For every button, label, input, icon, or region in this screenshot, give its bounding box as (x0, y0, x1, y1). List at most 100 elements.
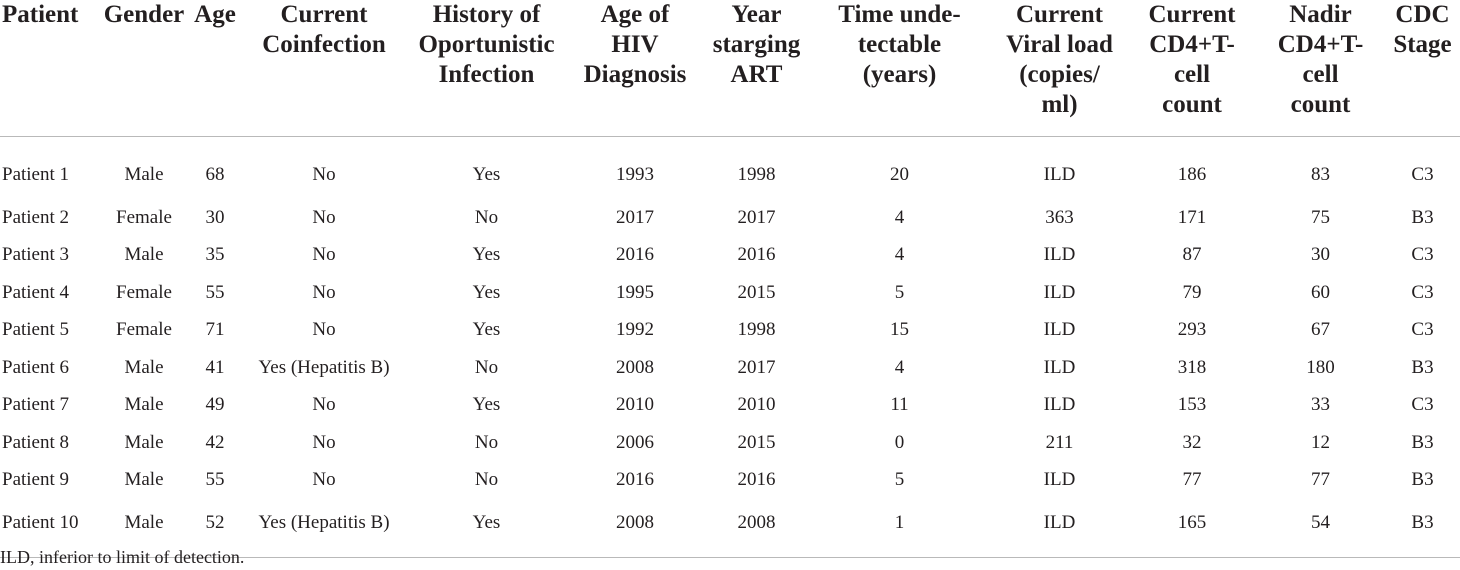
table-cell: ILD (1043, 512, 1076, 533)
table-cell: 30 (205, 206, 225, 228)
column-header-line: (copies/ (1019, 61, 1100, 88)
table-cell: Yes (Hepatitis B) (258, 512, 390, 533)
table-cell: C3 (1411, 281, 1434, 303)
table-cell: ILD (1043, 356, 1076, 378)
table-cell: 1998 (737, 164, 776, 185)
table-cell: Female (116, 206, 172, 228)
table-cell: No (312, 431, 336, 453)
column-header: History of Oportunistic Infection (408, 0, 565, 137)
table-cell: B3 (1411, 469, 1434, 491)
header-row: Patient Gender Age Current Coinfection Histor… (0, 0, 1460, 137)
table-cell: Patient 10 (2, 512, 79, 533)
table-cell: No (474, 206, 499, 228)
column-header-line: count (1290, 91, 1351, 118)
table-row: Patient 1 Male 68 No Yes 1993 1998 20 ILD 186 83 C3 (0, 137, 1460, 200)
table-row: Patient 5 Female 71 No Yes 1992 1998 15 ILD 293 67… (0, 312, 1460, 350)
column-header-line: Coinfection (262, 31, 386, 58)
table-cell: 41 (205, 356, 225, 378)
column-header-line: Infection (438, 61, 535, 88)
table-cell: Male (124, 469, 164, 491)
column-header-line: Year (731, 1, 782, 28)
table-cell: 2016 (737, 469, 776, 491)
table-cell: 2010 (737, 394, 776, 416)
column-header-line: Stage (1393, 31, 1452, 58)
table-header: Patient Gender Age Current Coinfection Histor… (0, 0, 1460, 137)
column-header: Patient (0, 0, 98, 137)
table-footnote: ILD, inferior to limit of detection. (0, 547, 245, 567)
column-header-line: CDC (1395, 1, 1450, 28)
table-cell: 71 (205, 319, 225, 341)
column-header-line: starging (712, 31, 801, 58)
table-cell: 52 (205, 512, 225, 533)
table-cell: ILD (1043, 244, 1076, 266)
table-cell: Male (124, 512, 164, 533)
column-header-line: Age (194, 1, 236, 28)
table-cell: 180 (1306, 356, 1335, 378)
table-cell: Male (124, 431, 164, 453)
table-cell: Patient 8 (2, 431, 70, 453)
table-cell: Patient 6 (2, 356, 70, 378)
table-row: Patient 9 Male 55 No No 2016 2016 5 ILD 77 77 B3 (0, 462, 1460, 500)
column-header-line: Viral load (1006, 31, 1113, 58)
table-cell: C3 (1411, 164, 1434, 185)
table-cell: B3 (1411, 512, 1434, 533)
table-cell: 77 (1311, 469, 1330, 491)
table-cell: Yes (Hepatitis B) (258, 356, 390, 378)
column-header-line: Gender (103, 1, 185, 28)
table-cell: 4 (894, 244, 905, 266)
column-header: Age of HIV Diagnosis (565, 0, 705, 137)
table-cell: Yes (472, 244, 501, 266)
table-cell: 42 (205, 431, 225, 453)
column-header: Year starging ART (705, 0, 808, 137)
table-cell: Yes (472, 394, 501, 416)
table-cell: C3 (1411, 394, 1434, 416)
table-cell: C3 (1411, 244, 1434, 266)
column-header-line: HIV (611, 31, 659, 58)
table-cell: 2008 (616, 356, 654, 378)
column-header: Gender (98, 0, 190, 137)
table-row: Patient 8 Male 42 No No 2006 2015 0 211 32 12 B3 (0, 424, 1460, 462)
table-cell: 49 (205, 394, 225, 416)
table-cell: 2008 (616, 512, 654, 533)
table-cell: 186 (1177, 164, 1207, 185)
table-cell: 67 (1311, 319, 1330, 341)
table-cell: 87 (1182, 244, 1202, 266)
table-cell: 0 (894, 431, 905, 453)
table-cell: 4 (894, 356, 905, 378)
table-cell: 60 (1311, 281, 1330, 303)
table-cell: 55 (205, 469, 225, 491)
column-header: Age (190, 0, 240, 137)
table-cell: Female (116, 281, 172, 303)
patient-table: Patient Gender Age Current Coinfection Histor… (0, 0, 1460, 558)
column-header-line: cell (1302, 61, 1339, 88)
table-cell: 77 (1182, 469, 1202, 491)
column-header-line: ART (730, 61, 783, 88)
table-cell: 2016 (616, 469, 654, 491)
table-cell: 2015 (737, 431, 776, 453)
table-cell: 11 (890, 394, 909, 416)
table-cell: 2010 (616, 394, 654, 416)
table-cell: Patient 7 (2, 394, 70, 416)
table-cell: 171 (1177, 206, 1207, 228)
table-cell: B3 (1411, 356, 1434, 378)
table-cell: 363 (1045, 206, 1074, 228)
table-cell: ILD (1043, 469, 1076, 491)
column-header-line: tectable (857, 31, 942, 58)
table-row: Patient 4 Female 55 No Yes 1995 2015 5 ILD 79 60 C3 (0, 274, 1460, 312)
column-header: CDC Stage (1385, 0, 1460, 137)
column-header-line: CD4+T- (1277, 31, 1364, 58)
table-cell: Patient 1 (2, 164, 70, 185)
table-cell: ILD (1043, 281, 1076, 303)
table-cell: 33 (1311, 394, 1330, 416)
table-cell: C3 (1411, 319, 1434, 341)
table-cell: Male (124, 356, 164, 378)
table-cell: B3 (1411, 431, 1434, 453)
table-cell: Patient 4 (2, 281, 70, 303)
column-header: Time unde-tectable (years) (808, 0, 991, 137)
table-cell: 30 (1311, 244, 1330, 266)
table-cell: 2017 (616, 206, 654, 228)
table-cell: 75 (1311, 206, 1330, 228)
column-header-line: History of (432, 1, 541, 28)
table-cell: No (312, 206, 336, 228)
table-cell: 2008 (737, 512, 776, 533)
